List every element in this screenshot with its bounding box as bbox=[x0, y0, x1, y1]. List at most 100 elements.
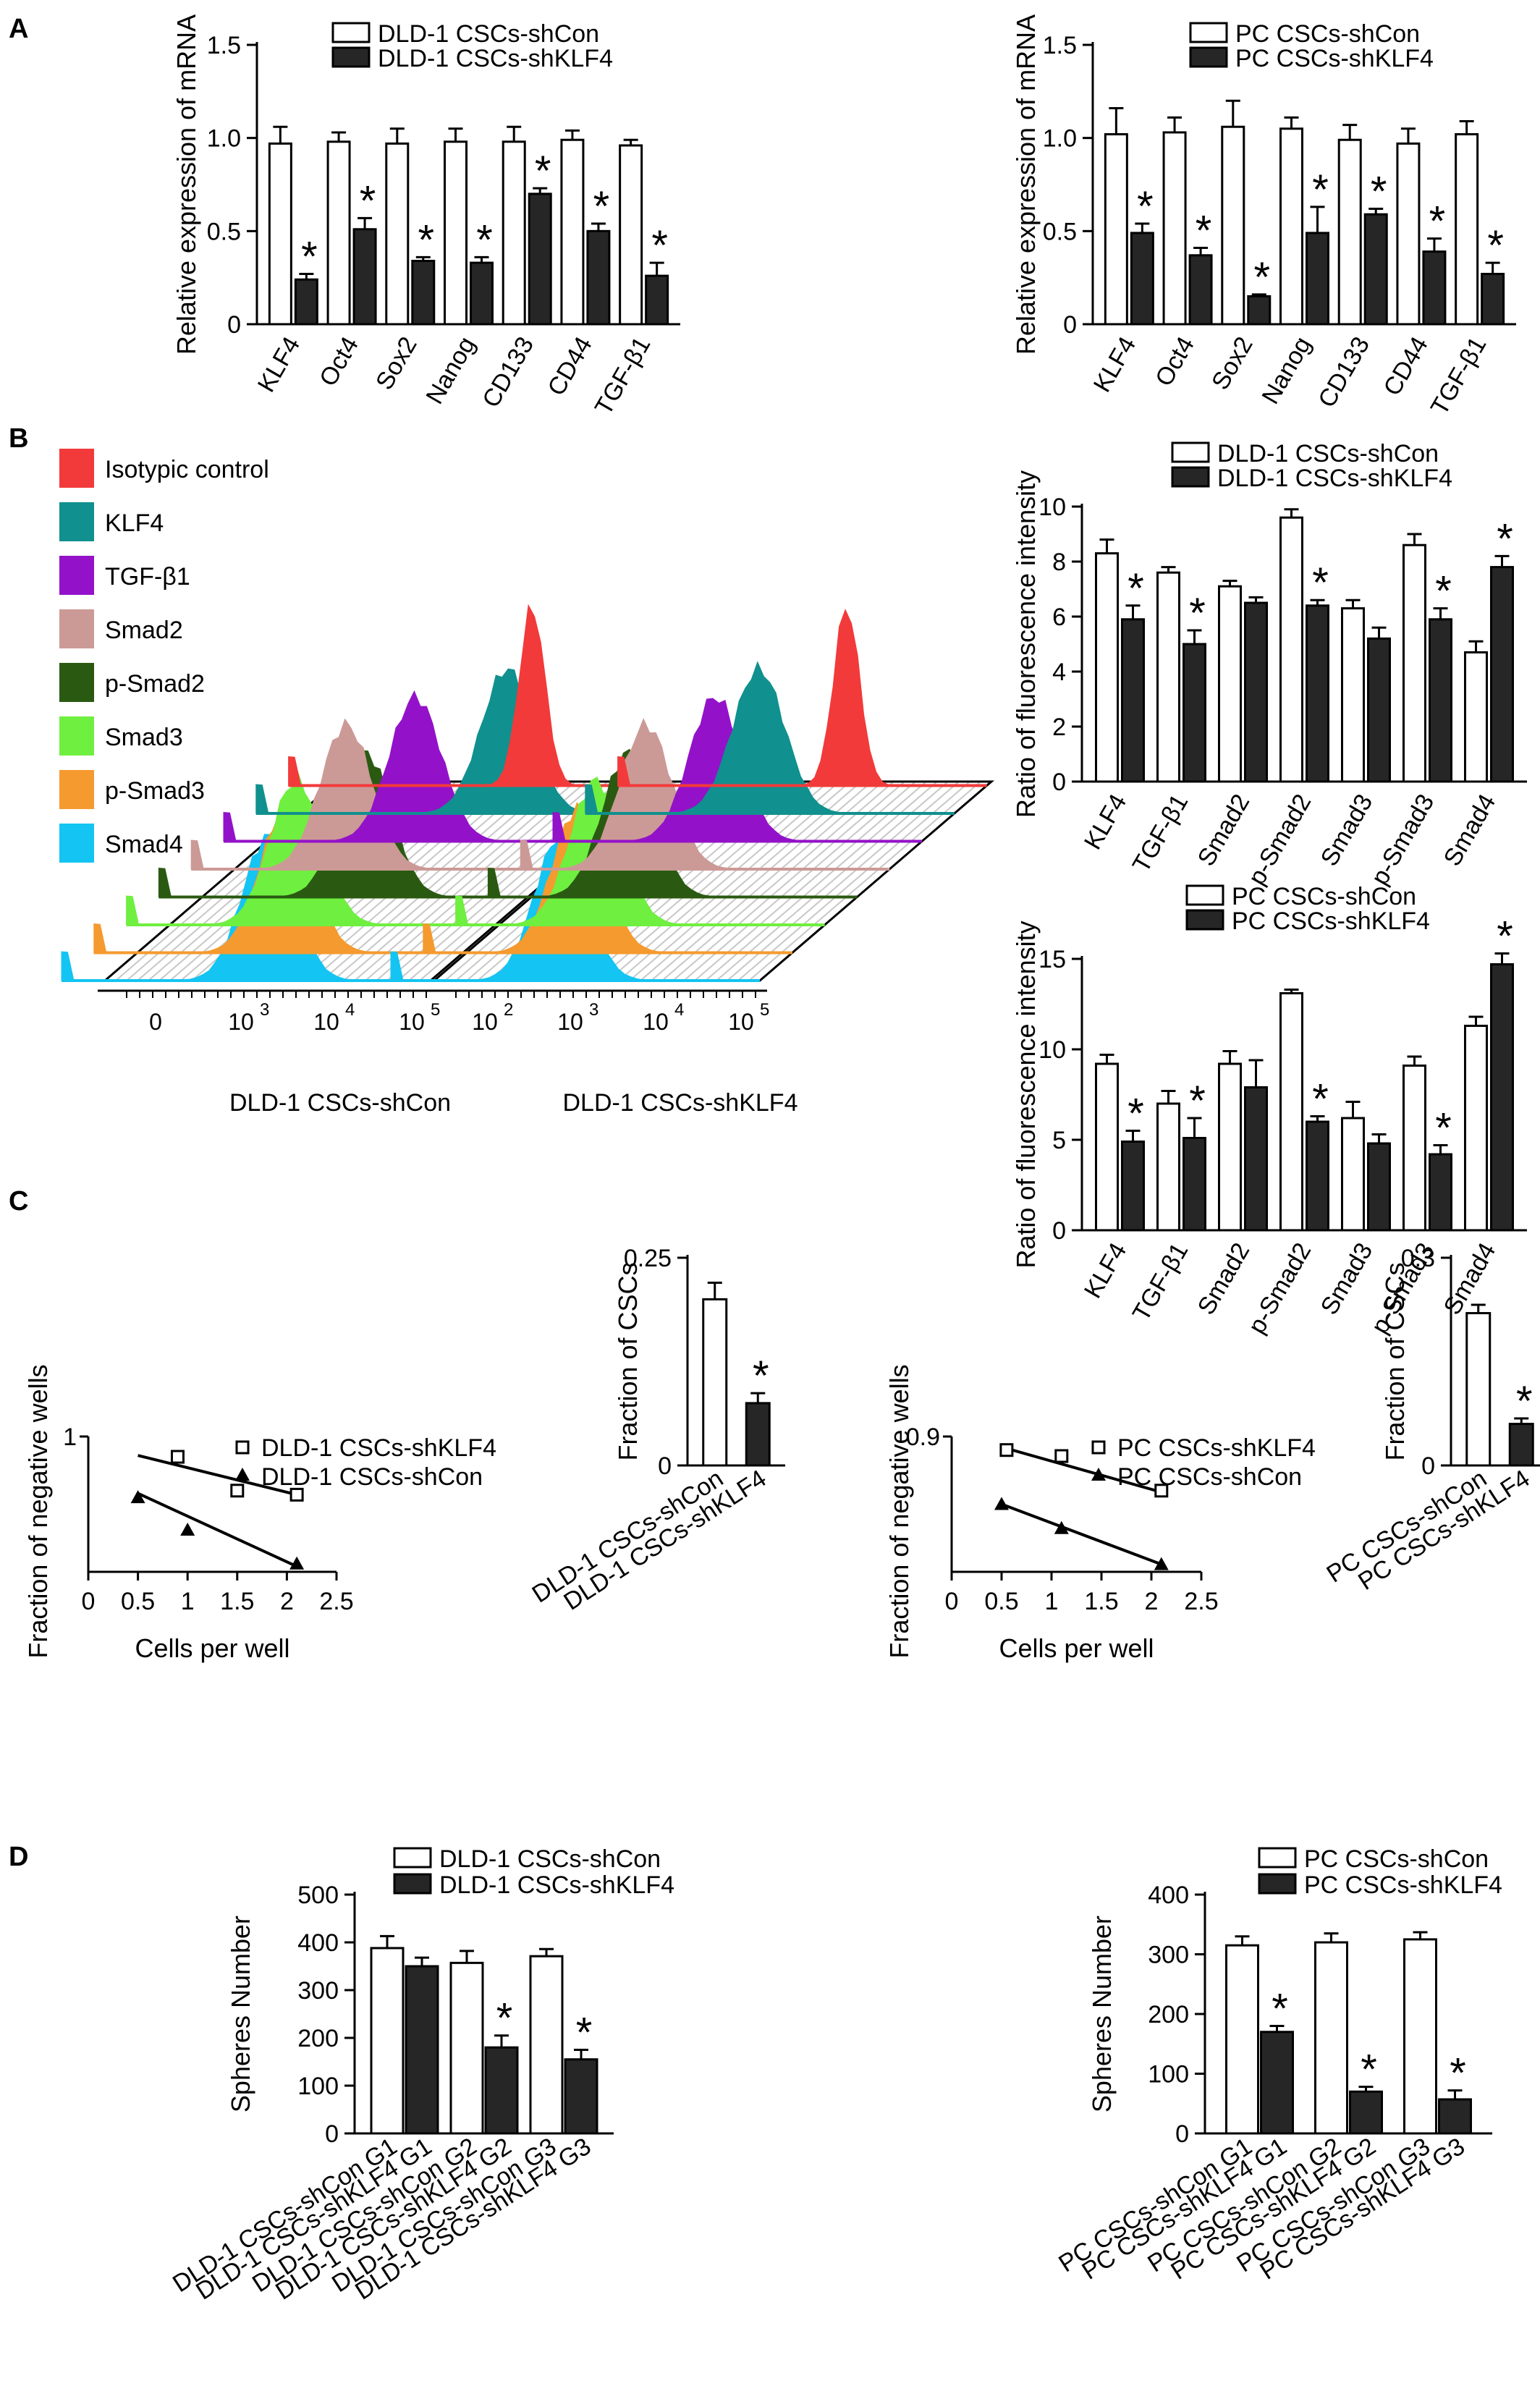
legend-swatch bbox=[1185, 909, 1224, 931]
significance-mark: * bbox=[1312, 559, 1329, 606]
bar bbox=[1244, 601, 1268, 783]
x-tick-label: KLF4 bbox=[253, 332, 306, 397]
x-axis-label: Cells per well bbox=[999, 1633, 1154, 1663]
x-tick-label: 1.5 bbox=[1084, 1588, 1118, 1615]
bar bbox=[352, 228, 377, 326]
significance-mark: * bbox=[1361, 2047, 1377, 2094]
significance-mark: * bbox=[1487, 222, 1504, 269]
legend-swatch bbox=[393, 1873, 432, 1895]
data-point bbox=[289, 1556, 305, 1570]
significance-mark: * bbox=[1497, 515, 1513, 562]
x-tick-label: 10 bbox=[728, 1009, 754, 1035]
legend-swatch bbox=[59, 770, 94, 809]
x-tick-exponent: 3 bbox=[260, 1000, 269, 1020]
data-point bbox=[289, 1487, 304, 1502]
legend-label: PC CSCs-shCon bbox=[1232, 883, 1416, 910]
x-tick-label: 2.5 bbox=[319, 1588, 353, 1615]
legend-label: PC CSCs-shCon bbox=[1235, 20, 1420, 48]
significance-mark: * bbox=[1137, 183, 1154, 230]
bar bbox=[1464, 651, 1488, 783]
x-tick-label: Smad2 bbox=[1193, 1238, 1256, 1319]
bar bbox=[1225, 1944, 1259, 2135]
bar bbox=[1260, 2031, 1294, 2135]
significance-mark: * bbox=[1435, 568, 1452, 615]
y-tick-label: 0.5 bbox=[1043, 218, 1077, 245]
x-tick-label: CD133 bbox=[477, 332, 539, 412]
bar bbox=[502, 140, 526, 326]
y-tick-label: 200 bbox=[297, 2025, 339, 2052]
bar bbox=[1095, 1062, 1119, 1232]
legend-swatch bbox=[1185, 884, 1224, 906]
bar bbox=[619, 144, 643, 326]
flow-caption: DLD-1 CSCs-shKLF4 bbox=[563, 1089, 798, 1117]
histogram bbox=[223, 690, 593, 842]
y-axis-label: Fraction of CSCs bbox=[1380, 1262, 1410, 1460]
bar bbox=[1188, 254, 1213, 326]
data-point bbox=[994, 1497, 1009, 1510]
y-axis-label: Ratio of fluorescence intensity bbox=[1011, 921, 1041, 1268]
significance-mark: * bbox=[1450, 2050, 1466, 2097]
y-tick-label: 10 bbox=[1038, 494, 1066, 521]
bar bbox=[1363, 213, 1388, 326]
x-tick-label: 0.5 bbox=[121, 1588, 155, 1615]
y-tick-label: 0 bbox=[227, 311, 241, 339]
flow-panel: 0 10 3 10 4 10 5 DLD-1 CSCs-shCon bbox=[61, 604, 666, 1117]
legend-label: PC CSCs-shCon bbox=[1117, 1463, 1302, 1491]
significance-mark: * bbox=[1128, 565, 1144, 612]
data-point bbox=[180, 1523, 195, 1536]
x-tick-label: TGF-β1 bbox=[1426, 332, 1492, 420]
bar bbox=[1490, 963, 1514, 1232]
data-point bbox=[1154, 1557, 1169, 1570]
legend-swatch bbox=[1171, 466, 1210, 488]
y-tick-label: 0.9 bbox=[906, 1423, 940, 1451]
y-tick-label: 2 bbox=[1052, 714, 1066, 741]
significance-mark: * bbox=[1497, 913, 1513, 960]
data-point bbox=[230, 1484, 245, 1498]
legend-label: p-Smad3 bbox=[105, 777, 205, 805]
y-axis-label: Fraction of negative wells bbox=[884, 1364, 914, 1658]
significance-mark: * bbox=[1189, 590, 1206, 637]
y-tick-label: 6 bbox=[1052, 604, 1066, 631]
x-tick-label: 1.5 bbox=[220, 1588, 254, 1615]
bar bbox=[745, 1402, 771, 1467]
bar bbox=[1341, 607, 1365, 783]
bar bbox=[1104, 133, 1128, 326]
legend-marker bbox=[235, 1468, 250, 1481]
x-tick-label: 2 bbox=[1145, 1588, 1159, 1615]
y-axis-label: Spheres Number bbox=[1087, 1916, 1117, 2112]
chart-C3: 0.9 0 0.5 1 1.5 2 2.5 Cells per well Fraction of… bbox=[884, 1364, 1316, 1663]
bar bbox=[1429, 1153, 1452, 1232]
legend-label: DLD-1 CSCs-shKLF4 bbox=[378, 45, 613, 72]
legend-label: PC CSCs-shKLF4 bbox=[1304, 1871, 1502, 1899]
y-axis-label: Ratio of fluorescence intensity bbox=[1011, 470, 1041, 818]
x-tick-label: Smad2 bbox=[1193, 790, 1256, 871]
x-tick-label: Sox2 bbox=[1206, 332, 1258, 394]
panel-label: A bbox=[9, 14, 28, 44]
bar bbox=[1279, 516, 1303, 783]
bar bbox=[1162, 131, 1187, 326]
legend-swatch bbox=[331, 46, 371, 68]
bar bbox=[1481, 273, 1505, 326]
bar bbox=[1130, 232, 1154, 326]
x-tick-label: Smad4 bbox=[1439, 790, 1502, 871]
significance-mark: * bbox=[1128, 1091, 1144, 1138]
bar bbox=[1279, 127, 1303, 326]
bar bbox=[1306, 232, 1329, 326]
histogram bbox=[520, 718, 890, 870]
y-tick-label: 400 bbox=[1148, 1882, 1189, 1909]
data-point bbox=[1054, 1520, 1069, 1534]
bar bbox=[385, 142, 410, 326]
bar bbox=[268, 142, 292, 326]
y-axis-label: Fraction of CSCs bbox=[613, 1262, 643, 1460]
bar bbox=[444, 140, 468, 326]
bar bbox=[1182, 1137, 1206, 1232]
x-tick-label: Nanog bbox=[420, 332, 481, 409]
legend-label: DLD-1 CSCs-shCon bbox=[439, 1845, 661, 1873]
bar bbox=[470, 261, 494, 326]
y-tick-label: 100 bbox=[297, 2073, 339, 2100]
significance-mark: * bbox=[1435, 1105, 1452, 1152]
panel-label: D bbox=[9, 1842, 28, 1872]
